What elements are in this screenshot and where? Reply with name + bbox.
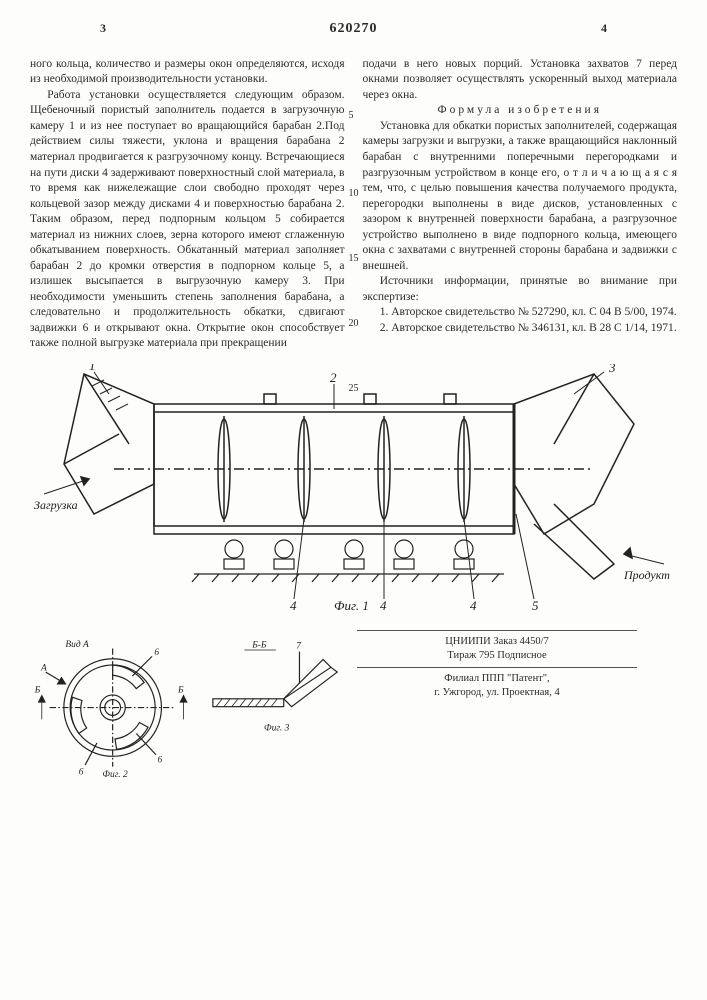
footer-box: ЦНИИПИ Заказ 4450/7 Тираж 795 Подписное — [357, 630, 637, 668]
right-p1: подачи в него новых порций. Установка за… — [363, 57, 678, 104]
source-1: 1. Авторское свидетельство № 527290, кл.… — [363, 305, 678, 321]
source-2: 2. Авторское свидетельство № 346131, кл.… — [363, 321, 678, 337]
ref-2: 2 — [330, 370, 337, 385]
fig3-label: Фиг. 3 — [264, 723, 290, 733]
claims-title: Формула изобретения — [363, 103, 678, 119]
ref-4c: 4 — [470, 598, 477, 613]
page-num-left: 3 — [100, 20, 106, 36]
line-num-10: 10 — [349, 187, 359, 201]
footer-line2: Тираж 795 Подписное — [447, 650, 546, 661]
line-num-25: 25 — [349, 382, 359, 396]
figure-1: 1 2 3 4 4 4 5 Загрузка Продукт Фиг. 1 — [30, 364, 677, 614]
page-num-right: 4 — [601, 20, 607, 36]
ref-6c: 6 — [158, 755, 163, 765]
text-columns: ного кольца, количество и размеры окон о… — [30, 57, 677, 352]
line-num-5: 5 — [349, 109, 354, 123]
footer-address: Филиал ППП "Патент", г. Ужгород, ул. Про… — [357, 668, 637, 700]
a-arrow: А — [40, 663, 47, 673]
load-label: Загрузка — [34, 498, 78, 512]
ref-6a: 6 — [154, 647, 159, 657]
ref-4a: 4 — [290, 598, 297, 613]
right-p3: Источники информации, принятые во вниман… — [363, 274, 678, 305]
b-left: Б — [34, 685, 41, 695]
ref-5: 5 — [532, 598, 539, 613]
left-column: ного кольца, количество и размеры окон о… — [30, 57, 345, 352]
ref-1: 1 — [89, 364, 96, 373]
document-number: 620270 — [30, 20, 677, 39]
section-label: Б-Б — [252, 640, 268, 650]
ref-3: 3 — [608, 364, 616, 375]
footer-addr1: Филиал ППП "Патент", — [444, 673, 549, 684]
fig2-label: Фиг. 2 — [102, 769, 128, 779]
right-p2: Установка для обкатки пористых заполните… — [363, 119, 678, 274]
line-num-15: 15 — [349, 252, 359, 266]
ref-7: 7 — [297, 641, 303, 651]
fig1-label: Фиг. 1 — [334, 598, 369, 613]
view-label: Вид А — [65, 639, 89, 650]
left-p2: Работа установки осуществляется следующи… — [30, 88, 345, 352]
figures-bottom: Вид А 6 6 6 Б Б А Фиг. 2 — [30, 622, 677, 797]
footer-addr2: г. Ужгород, ул. Проектная, 4 — [434, 687, 560, 698]
ref-4b: 4 — [380, 598, 387, 613]
ref-6b: 6 — [79, 767, 84, 777]
footer-line1: ЦНИИПИ Заказ 4450/7 — [445, 636, 549, 647]
b-right: Б — [177, 685, 184, 695]
left-p1: ного кольца, количество и размеры окон о… — [30, 57, 345, 88]
product-label: Продукт — [623, 568, 670, 582]
line-num-20: 20 — [349, 317, 359, 331]
right-column: 5 10 15 20 25 подачи в него новых порций… — [363, 57, 678, 352]
